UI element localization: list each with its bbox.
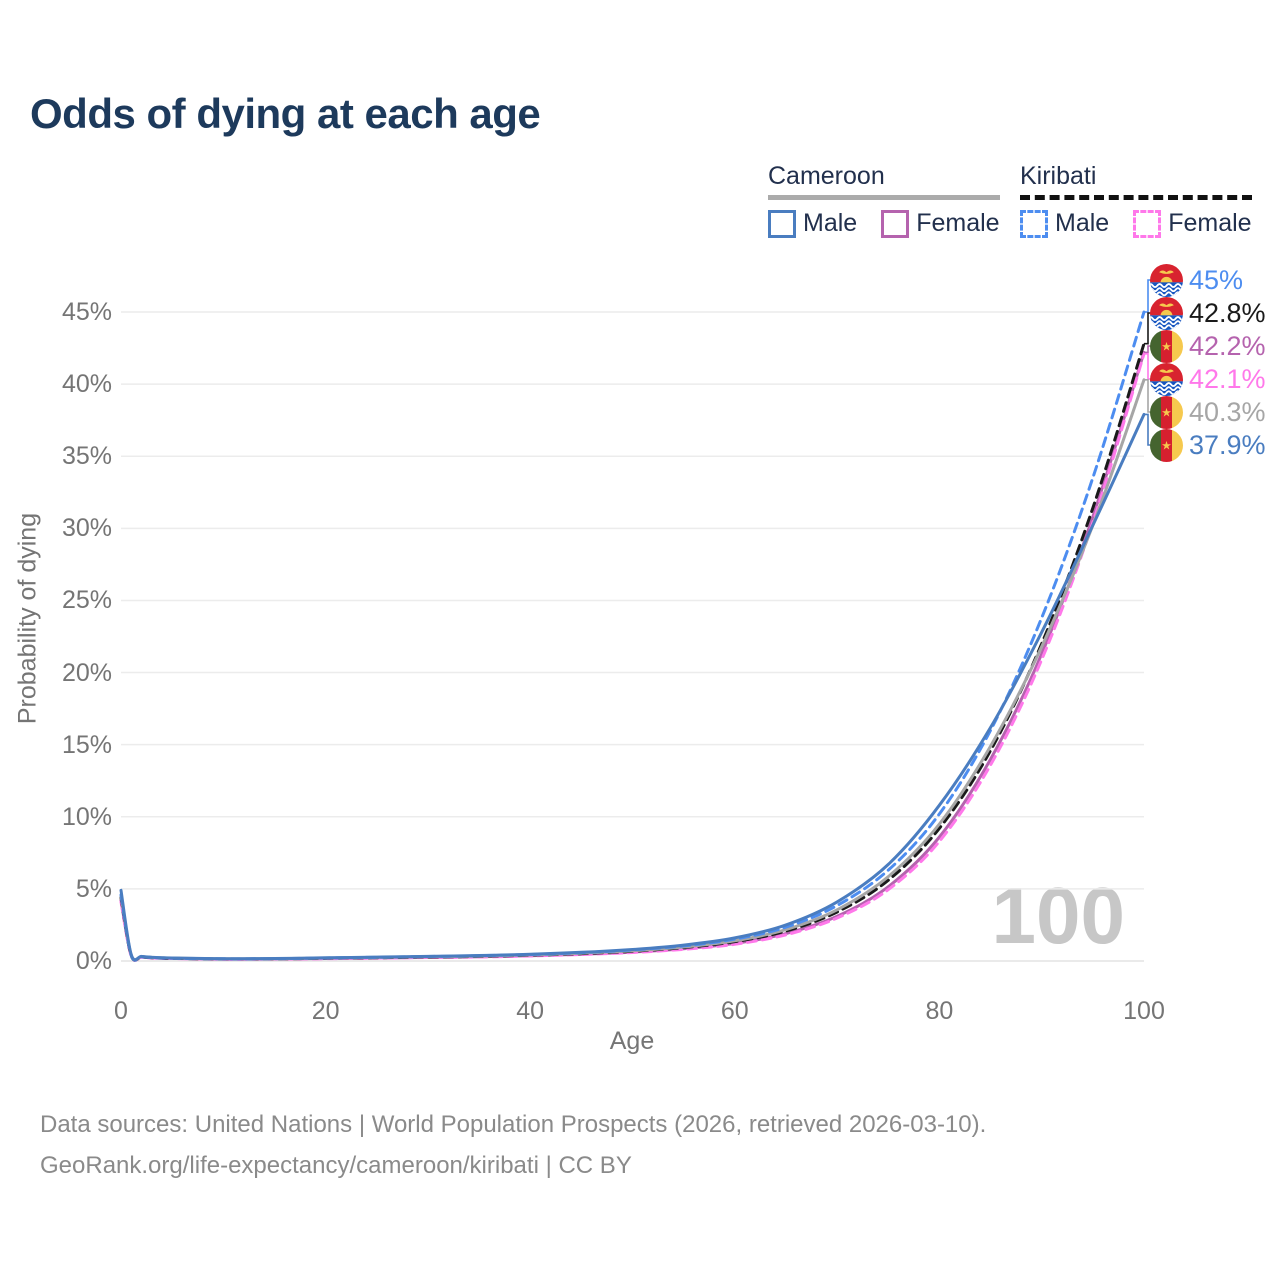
chart-title: Odds of dying at each age xyxy=(30,90,541,137)
y-tick-label: 20% xyxy=(61,658,112,687)
end-value: 42.8% xyxy=(1189,297,1266,328)
y-tick-label: 25% xyxy=(61,586,112,615)
legend-label: Male xyxy=(1055,209,1110,237)
legend-underline-solid-icon xyxy=(768,195,1000,200)
x-tick-label: 100 xyxy=(1123,997,1165,1025)
y-tick-label: 45% xyxy=(61,298,112,326)
legend-item-kiribati-female[interactable]: Female xyxy=(1133,209,1252,238)
footer-data-sources: Data sources: United Nations | World Pop… xyxy=(40,1111,987,1138)
series-end-label: 37.9% xyxy=(1150,428,1266,462)
cameroon-flag-icon xyxy=(1150,395,1183,429)
legend-item-kiribati-male[interactable]: Male xyxy=(1020,209,1109,238)
kiribati-male-swatch-icon xyxy=(1020,209,1048,238)
y-tick-label: 0% xyxy=(75,947,112,975)
legend-group-kiribati: Kiribati Male Female xyxy=(1020,162,1252,238)
legend-header-kiribati: Kiribati xyxy=(1020,162,1097,190)
series-line-cameroon-both xyxy=(119,378,1146,962)
x-tick-label: 20 xyxy=(311,997,340,1025)
hover-age-watermark: 100 xyxy=(991,871,1125,960)
legend-underline-dashed-icon xyxy=(1020,195,1252,200)
x-tick-label: 40 xyxy=(516,997,545,1025)
x-tick-label: 0 xyxy=(114,997,128,1025)
series-end-label: 42.1% xyxy=(1150,362,1266,396)
y-tick-label: 40% xyxy=(61,370,112,399)
end-value: 45% xyxy=(1189,264,1244,295)
end-value: 37.9% xyxy=(1189,429,1266,460)
y-axis-title: Probability of dying xyxy=(13,512,42,725)
series-line-kiribati-male xyxy=(119,310,1146,962)
legend-header-cameroon: Cameroon xyxy=(768,162,885,190)
series-line-kiribati-female xyxy=(119,352,1146,962)
footer: Data sources: United Nations | World Pop… xyxy=(40,1104,986,1186)
y-tick-label: 15% xyxy=(61,730,112,759)
series-line-cameroon-male xyxy=(119,412,1146,962)
series-end-label: 45% xyxy=(1150,263,1243,297)
series-line-kiribati-both xyxy=(119,342,1146,962)
cameroon-female-swatch-icon xyxy=(881,209,910,238)
legend-item-cameroon-female[interactable]: Female xyxy=(881,209,1000,238)
series-line-cameroon-female xyxy=(119,350,1146,962)
cameroon-flag-icon xyxy=(1150,428,1183,462)
y-tick-label: 30% xyxy=(61,514,112,543)
y-tick-label: 5% xyxy=(75,874,112,903)
kiribati-flag-icon xyxy=(1150,296,1183,330)
y-tick-label: 10% xyxy=(61,802,112,831)
cameroon-male-swatch-icon xyxy=(768,209,796,238)
x-tick-label: 80 xyxy=(925,997,954,1025)
legend-group-cameroon: Cameroon Male Female xyxy=(768,162,1000,238)
end-value: 42.2% xyxy=(1189,330,1266,361)
kiribati-flag-icon xyxy=(1150,362,1183,396)
x-tick-label: 60 xyxy=(720,997,749,1025)
series-end-label: 42.8% xyxy=(1150,296,1266,330)
series-end-label: 42.2% xyxy=(1150,329,1266,363)
end-value: 42.1% xyxy=(1189,363,1266,394)
legend-item-cameroon-male[interactable]: Male xyxy=(768,209,857,238)
legend-label: Female xyxy=(1168,209,1252,237)
kiribati-flag-icon xyxy=(1150,263,1183,297)
x-axis-title: Age xyxy=(609,1027,655,1055)
kiribati-female-swatch-icon xyxy=(1133,209,1162,238)
y-tick-label: 35% xyxy=(61,442,112,471)
footer-attribution: GeoRank.org/life-expectancy/cameroon/kir… xyxy=(40,1152,632,1179)
legend-label: Female xyxy=(916,209,1000,237)
series-end-label: 40.3% xyxy=(1150,395,1266,429)
legend-label: Male xyxy=(803,209,858,237)
cameroon-flag-icon xyxy=(1150,329,1183,363)
end-value: 40.3% xyxy=(1189,396,1266,427)
